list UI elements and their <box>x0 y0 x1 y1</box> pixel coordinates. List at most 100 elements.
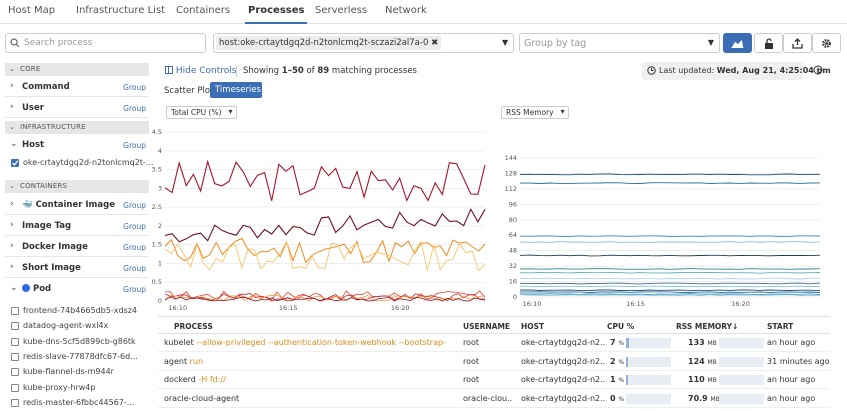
tab-serverless[interactable]: Serverless <box>315 5 368 16</box>
cpu-bar-fill <box>626 375 628 385</box>
facet-command[interactable]: › Command Group <box>5 79 149 97</box>
facet-host[interactable]: ⌄ Host Group <box>10 139 146 150</box>
pod-item[interactable]: kube-dns-5cf5d899cb-g86tk <box>23 336 136 346</box>
col-host[interactable]: HOST <box>521 322 545 331</box>
cpu-bar <box>626 338 671 348</box>
pod-item[interactable]: kube-flannel-ds-m944r <box>23 367 114 377</box>
pod-item[interactable]: redis-master-6fbbc44567-... <box>23 397 135 407</box>
group-link[interactable]: Group <box>123 222 146 231</box>
last-updated-badge: Last updated: Wed, Aug 21, 4:25:04 pm <box>642 62 831 80</box>
group-link[interactable]: Group <box>123 141 146 150</box>
series-line <box>520 182 821 184</box>
group-link[interactable]: Group <box>123 243 146 252</box>
facet-pod[interactable]: ⌄ Pod Group <box>10 283 146 294</box>
process-host[interactable]: oke-crtaytdgq2d-n2... <box>521 375 606 384</box>
section-containers[interactable]: ⌄ CONTAINERS <box>5 180 149 193</box>
section-core[interactable]: ⌄ CORE <box>5 63 149 76</box>
table-top-border <box>158 316 830 317</box>
remove-tag-icon[interactable]: ✖ <box>431 38 439 48</box>
export-button[interactable] <box>783 33 812 53</box>
tab-containers[interactable]: Containers <box>176 5 231 16</box>
rss-timeseries-chart[interactable]: 144 128 112 96 80 64 48 32 16 0 16:10 16:15 16:20 <box>505 134 830 314</box>
series-line <box>519 254 821 257</box>
col-username[interactable]: USERNAME <box>463 322 511 331</box>
y-tick-label: 112 <box>505 185 517 193</box>
pod-item[interactable]: frontend-74b4665db5-xdsz4 <box>23 306 138 315</box>
hide-controls-button[interactable]: Hide Controls <box>165 66 236 76</box>
process-host[interactable]: oke-crtaytdgq2d-n2... <box>521 338 606 347</box>
pod-checkbox[interactable] <box>11 352 19 361</box>
pod-item[interactable]: kube-proxy-hrw4p <box>23 382 96 392</box>
timeseries-button[interactable]: Timeseries <box>210 82 262 98</box>
col-start[interactable]: START <box>767 322 794 331</box>
process-command: oracle-cloud-agent <box>164 393 240 403</box>
settings-button[interactable] <box>812 33 841 53</box>
table-row[interactable]: agent run root oke-crtaytdgq2d-n2... 2 %… <box>158 353 830 371</box>
series-line <box>519 285 821 288</box>
host-checkbox[interactable] <box>11 159 19 167</box>
chevron-down-icon[interactable]: ▼ <box>502 38 509 47</box>
chart-view-button[interactable] <box>723 33 752 53</box>
group-link[interactable]: Group <box>123 264 146 273</box>
pod-item[interactable]: redis-slave-77878dfc67-6d... <box>23 351 138 361</box>
chevron-right-icon: › <box>10 220 14 230</box>
rss-metric-select[interactable]: RSS Memory <box>501 106 569 119</box>
series-line <box>519 173 821 176</box>
table-row[interactable]: kubelet --allow-privileged --authenticat… <box>158 334 830 352</box>
y-tick-label: 2 <box>158 222 162 230</box>
cpu-bar-fill <box>626 356 628 367</box>
cpu-metric-select[interactable]: Total CPU (%) <box>166 106 237 119</box>
filter-tag-chip[interactable]: host:oke-crtaytdgq2d-n2tonlcmq2t-sczazi2… <box>216 36 442 50</box>
tab-network[interactable]: Network <box>385 5 427 16</box>
table-row[interactable]: dockerd -H fd:// root oke-crtaytdgq2d-n2… <box>158 371 830 389</box>
pod-checkbox[interactable] <box>11 307 19 315</box>
pod-checkbox[interactable] <box>11 383 19 392</box>
process-command: agent run <box>164 356 204 366</box>
search-input[interactable] <box>5 33 206 53</box>
tab-infrastructure-list[interactable]: Infrastructure List <box>76 5 166 16</box>
info-icon[interactable] <box>813 65 823 78</box>
filter-tag-label: host:oke-crtaytdgq2d-n2tonlcmq2t-sczazi2… <box>219 38 429 48</box>
pod-item[interactable]: datadog-agent-wxl4x <box>23 321 109 331</box>
process-host[interactable]: oke-crtaytdgq2d-n2... <box>521 393 606 403</box>
group-link[interactable]: Group <box>123 285 146 294</box>
process-command: kubelet --allow-privileged --authenticat… <box>164 338 446 347</box>
cpu-bar <box>626 356 671 367</box>
group-link[interactable]: Group <box>123 83 146 92</box>
rss-bar <box>719 393 764 404</box>
docker-icon: 🐳 <box>22 200 33 210</box>
table-row[interactable]: oracle-cloud-agent oracle-clou... oke-cr… <box>158 390 830 408</box>
tab-processes[interactable]: Processes <box>244 5 308 24</box>
x-tick-label: 16:15 <box>279 304 298 312</box>
col-cpu[interactable]: CPU % <box>607 322 635 331</box>
lock-button[interactable] <box>754 33 783 53</box>
series-line <box>519 268 821 270</box>
col-rss-memory[interactable]: RSS MEMORY↓ <box>676 322 739 331</box>
cpu-timeseries-chart[interactable]: 4.5 4 3.5 3 2.5 2 1.5 1 0.5 0 16:10 16:15 16:20 <box>150 124 495 314</box>
group-by-select[interactable]: Group by tag ▼ <box>519 33 720 53</box>
process-command: dockerd -H fd:// <box>164 375 226 384</box>
scatter-plot-button[interactable]: Scatter Plot <box>164 86 214 96</box>
facet-short-image[interactable]: › Short Image Group <box>5 260 149 278</box>
facet-user[interactable]: › User Group <box>5 100 149 118</box>
group-link[interactable]: Group <box>123 201 146 210</box>
series-line <box>164 159 486 202</box>
section-infrastructure[interactable]: ⌄ INFRASTRUCTURE <box>5 121 149 134</box>
rss-bar <box>719 375 764 385</box>
unlock-icon <box>764 37 773 49</box>
facet-container-image[interactable]: › 🐳 Container Image Group <box>5 197 149 215</box>
y-tick-label: 1.5 <box>152 241 162 249</box>
col-process[interactable]: PROCESS <box>174 322 213 331</box>
facet-docker-image[interactable]: › Docker Image Group <box>5 239 149 257</box>
pod-checkbox[interactable] <box>11 398 19 407</box>
pod-checkbox[interactable] <box>11 337 19 346</box>
group-link[interactable]: Group <box>123 104 146 113</box>
process-username: root <box>463 356 480 366</box>
y-tick-label: 64 <box>509 231 517 239</box>
pod-checkbox[interactable] <box>11 368 19 377</box>
chevron-down-icon: ⌄ <box>9 65 16 73</box>
facet-image-tag[interactable]: › Image Tag Group <box>5 218 149 236</box>
process-host[interactable]: oke-crtaytdgq2d-n2... <box>521 356 606 366</box>
pod-checkbox[interactable] <box>11 322 19 331</box>
tab-host-map[interactable]: Host Map <box>8 5 56 16</box>
